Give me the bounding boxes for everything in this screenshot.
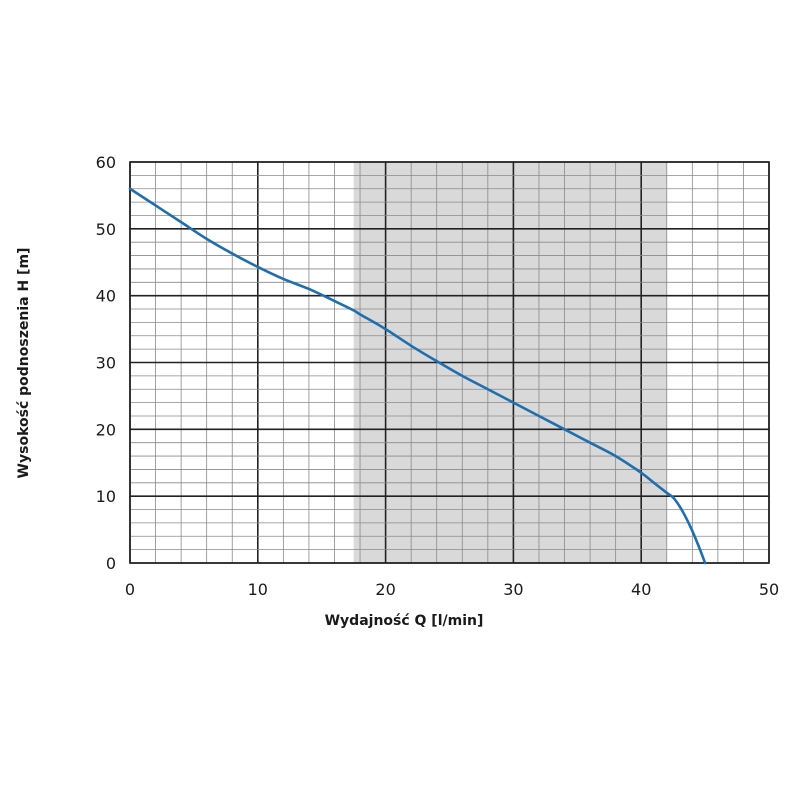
y-tick-label: 10 — [96, 487, 116, 506]
x-tick-label: 0 — [125, 580, 135, 599]
x-tick-label: 40 — [631, 580, 651, 599]
y-tick-label: 50 — [96, 220, 116, 239]
x-tick-label: 30 — [503, 580, 523, 599]
plot-frame — [129, 161, 770, 564]
x-tick-label: 50 — [759, 580, 779, 599]
pump-curve-line-0 — [128, 187, 707, 565]
y-tick-label: 20 — [96, 420, 116, 439]
x-axis-label: Wydajność Q [l/min] — [325, 613, 484, 629]
y-tick-label: 60 — [96, 153, 116, 172]
y-tick-label: 0 — [106, 554, 116, 573]
y-tick-label: 40 — [96, 287, 116, 306]
x-tick-label: 20 — [375, 580, 395, 599]
y-axis-label: Wysokość podnoszenia H [m] — [16, 248, 32, 479]
y-tick-label: 30 — [96, 354, 116, 373]
x-tick-label: 10 — [248, 580, 268, 599]
